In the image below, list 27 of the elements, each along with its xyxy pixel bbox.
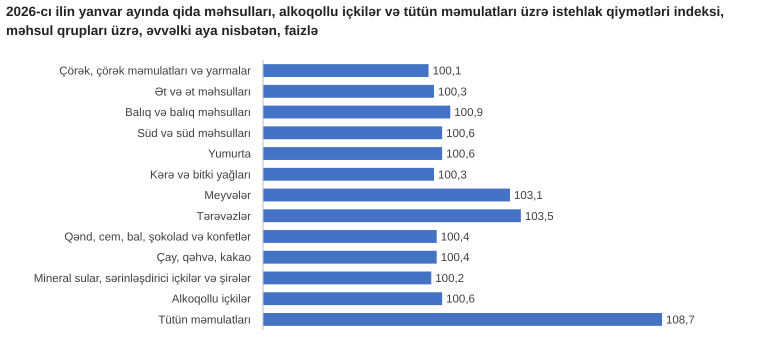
data-label: 100,2: [435, 272, 464, 285]
y-tick-label: Meyvələr: [204, 190, 252, 202]
y-tick-label: Süd və süd məhsulları: [137, 128, 251, 140]
data-label: 100,3: [438, 86, 467, 98]
y-tick-label: Qənd, cem, bal, şokolad və konfetlər: [64, 232, 252, 244]
y-tick-label: Yumurta: [208, 148, 252, 161]
y-tick-label: Tərəvəzlər: [196, 210, 252, 223]
data-label: 100,1: [432, 66, 462, 78]
y-tick-label: Mineral sular, sərinləşdirici içkilər və şirələr: [34, 272, 252, 285]
data-label: 108,7: [666, 314, 695, 326]
y-tick-label: Alkoqollu içkilər: [172, 294, 252, 306]
y-tick-label: Çörək, çörək məmulatları və yarmalar: [59, 66, 252, 78]
data-label: 103,1: [514, 190, 543, 202]
y-tick-label: Tütün məmulatları: [158, 314, 251, 326]
y-tick-label: Balıq və balıq məhsulları: [125, 107, 251, 120]
data-label: 100,6: [446, 148, 475, 161]
data-label: 100,6: [446, 294, 475, 306]
data-label: 100,9: [454, 107, 484, 120]
data-label: 100,3: [438, 169, 467, 182]
y-tick-label: Ət və ət məhsulları: [154, 86, 251, 98]
y-tick-label: Kərə və bitki yağları: [150, 169, 251, 182]
data-label: 103,5: [524, 210, 554, 223]
data-label: 100,4: [440, 252, 470, 264]
chart-title: 2026-cı ilin yanvar ayında qida məhsulları, alkoqollu içkilər və tütün məmulatları üzrə istehlak qiymətləri indeksi, məhsul qrupları üzrə, əvvəlki aya nisbətən, faizlə: [6, 4, 724, 38]
data-label: 100,4: [440, 232, 470, 244]
data-label: 100,6: [446, 128, 475, 140]
y-tick-label: Çay, qəhvə, kakao: [156, 252, 251, 264]
